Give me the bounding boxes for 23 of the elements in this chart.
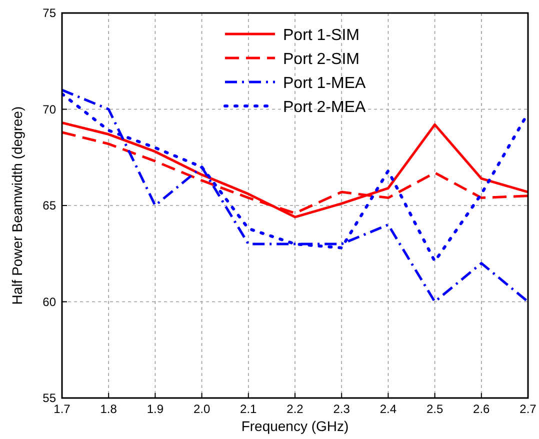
x-tick-label: 2.0	[193, 402, 210, 416]
x-tick-label: 1.7	[54, 402, 71, 416]
y-tick-label: 75	[42, 6, 56, 20]
x-axis-title: Frequency (GHz)	[241, 418, 349, 434]
legend-label: Port 2-MEA	[283, 99, 366, 116]
line-series	[62, 88, 528, 303]
legend-label: Port 1-MEA	[283, 75, 366, 92]
legend-label: Port 1-SIM	[283, 27, 360, 44]
y-tick-label: 55	[42, 391, 56, 405]
y-tick-label: 60	[42, 294, 56, 309]
x-tick-label: 2.5	[426, 402, 444, 416]
x-tick-label: 2.2	[286, 402, 304, 416]
legend-label: Port 2-SIM	[283, 51, 360, 68]
y-tick-label: 70	[42, 102, 56, 116]
x-tick-label: 1.9	[146, 402, 164, 416]
y-axis-title: Half Power Beamwidth (degree)	[9, 106, 25, 305]
x-tick-label: 2.6	[473, 402, 490, 416]
x-tick-label: 1.8	[100, 402, 118, 416]
x-tick-label: 2.4	[380, 402, 397, 416]
x-tick-label: 2.1	[240, 402, 258, 416]
y-tick-label: 65	[42, 198, 56, 212]
x-tick-label: 2.7	[520, 402, 537, 416]
x-tick-label: 2.3	[333, 402, 350, 416]
